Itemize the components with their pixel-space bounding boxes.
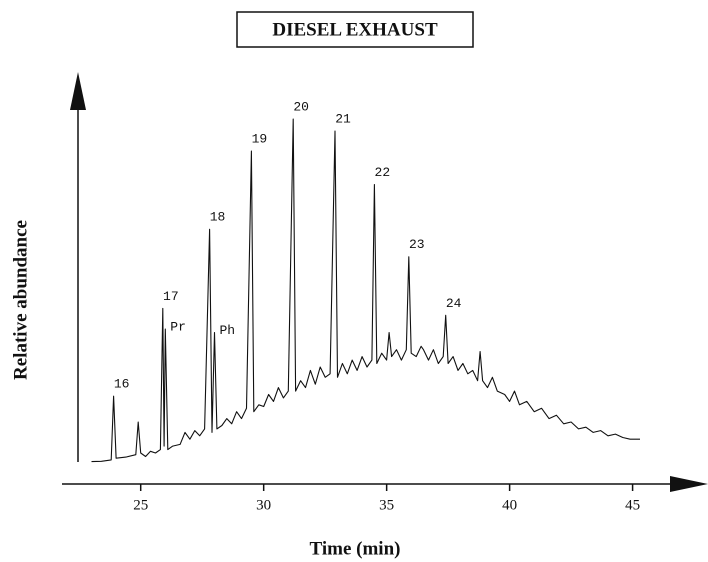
peak-label: 18 <box>210 210 226 225</box>
peak-label: 24 <box>446 296 462 311</box>
peak-label: 22 <box>375 165 391 180</box>
x-tick-label: 40 <box>502 497 517 513</box>
peak-label: 21 <box>335 112 351 127</box>
y-axis-label: Relative abundance <box>10 220 31 380</box>
x-axis-label: Time (min) <box>310 538 401 559</box>
chromatogram-trace <box>91 118 640 463</box>
x-axis-arrow <box>670 476 708 492</box>
title-box <box>236 11 474 48</box>
chart-title: DIESEL EXHAUST <box>272 19 438 40</box>
x-tick-label: 45 <box>625 497 640 513</box>
y-axis-arrow <box>70 72 86 110</box>
x-tick-label: 25 <box>133 497 148 513</box>
peak-label: Pr <box>170 320 186 335</box>
peak-label: 20 <box>293 100 309 115</box>
peak-label: 16 <box>114 377 130 392</box>
peak-label: 17 <box>163 289 179 304</box>
x-tick-label: 30 <box>256 497 271 513</box>
x-tick-label: 35 <box>379 497 394 513</box>
peak-label: 19 <box>252 132 268 147</box>
peak-label: Ph <box>219 323 235 338</box>
peak-label: 23 <box>409 237 425 252</box>
